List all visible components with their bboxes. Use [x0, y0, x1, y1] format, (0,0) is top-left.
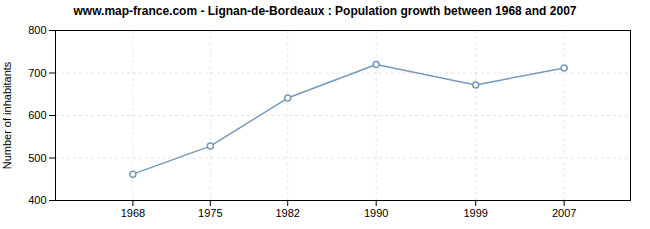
svg-text:Number of inhabitants: Number of inhabitants: [1, 61, 13, 169]
svg-text:2007: 2007: [552, 207, 576, 219]
svg-text:1990: 1990: [364, 207, 388, 219]
svg-text:700: 700: [28, 67, 46, 79]
svg-text:1975: 1975: [198, 207, 222, 219]
svg-text:600: 600: [28, 109, 46, 121]
svg-text:1968: 1968: [121, 207, 145, 219]
svg-text:400: 400: [28, 194, 46, 206]
svg-text:1982: 1982: [275, 207, 299, 219]
svg-text:500: 500: [28, 152, 46, 164]
svg-text:800: 800: [28, 24, 46, 36]
svg-text:1999: 1999: [463, 207, 487, 219]
html-text:www.map-france.com - Lignan-de: www.map-france.com - Lignan-de-Bordeaux …: [73, 4, 577, 18]
